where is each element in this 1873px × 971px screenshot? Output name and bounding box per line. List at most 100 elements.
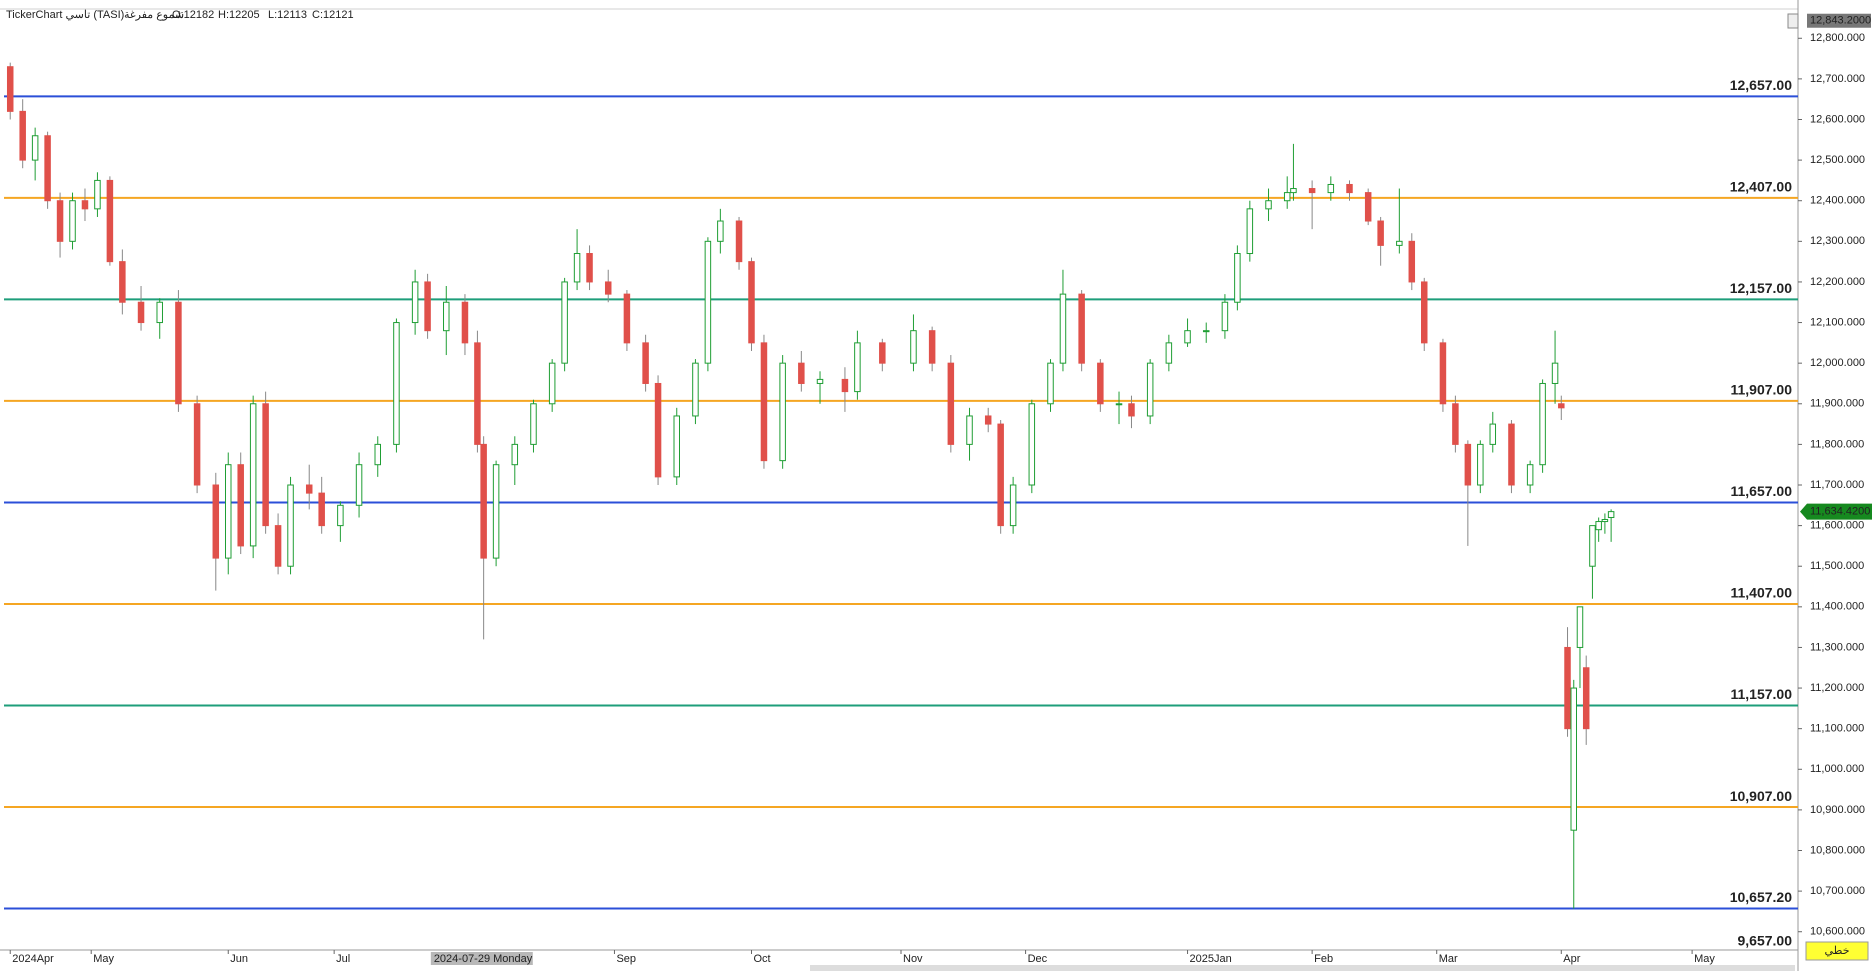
x-tick-label: Oct <box>754 953 771 965</box>
y-tick-label: 10,700.000 <box>1810 885 1865 897</box>
candle-body <box>1184 330 1191 344</box>
candle-body <box>249 403 257 547</box>
candle-body <box>355 464 363 506</box>
candle-body <box>654 382 662 478</box>
y-tick-label: 12,200.000 <box>1810 276 1865 288</box>
candle-body <box>1308 188 1316 194</box>
level-label: 12,157.00 <box>1730 280 1792 296</box>
candle-body <box>984 415 992 425</box>
candle-body <box>1028 403 1036 486</box>
candle-body <box>1165 342 1173 364</box>
candle-body <box>1464 443 1472 486</box>
candle-body <box>1290 188 1297 194</box>
y-tick-label: 12,300.000 <box>1810 235 1865 247</box>
y-tick-label: 11,700.000 <box>1810 479 1864 491</box>
candle-body <box>274 525 282 567</box>
candle-body <box>6 66 14 112</box>
candle-body <box>1146 362 1154 417</box>
style-button[interactable]: خطي <box>1825 945 1850 957</box>
y-tick-label: 11,400.000 <box>1810 601 1864 613</box>
candle-body <box>1582 667 1590 730</box>
y-tick-label: 10,800.000 <box>1810 844 1865 856</box>
candle-body <box>760 342 768 462</box>
x-tick-label: Jun <box>230 953 248 965</box>
style-button-box <box>1805 941 1869 961</box>
candle-body <box>1265 200 1272 210</box>
candle-body <box>1570 687 1577 831</box>
candle-body <box>1421 281 1428 344</box>
candle-body <box>106 179 114 263</box>
candle-body <box>443 301 450 332</box>
candle-body <box>1364 192 1372 222</box>
candle-body <box>193 403 201 486</box>
candle-body <box>56 200 64 242</box>
y-tick-label: 12,400.000 <box>1810 195 1865 207</box>
y-tick-label: 12,000.000 <box>1810 357 1865 369</box>
candle-body <box>779 362 786 462</box>
y-tick-label: 11,300.000 <box>1810 641 1864 653</box>
candle-body <box>910 330 917 364</box>
axis-toggle[interactable] <box>1787 13 1799 29</box>
candle-body <box>586 253 593 283</box>
low-value: L:12113 <box>268 9 307 21</box>
candle-body <box>1128 403 1135 417</box>
y-tick-label: 11,800.000 <box>1810 438 1864 450</box>
candle-body <box>854 342 861 393</box>
y-tick-label: 12,500.000 <box>1810 154 1865 166</box>
candle-body <box>511 443 519 466</box>
candle-body <box>480 443 487 559</box>
candle-body <box>1408 240 1416 283</box>
candle-body <box>673 415 680 478</box>
candle-body <box>156 301 163 324</box>
x-tick-label: 2024Apr <box>12 953 54 965</box>
x-tick-label: May <box>1694 953 1715 965</box>
candle-body <box>1246 208 1254 255</box>
candle-body <box>604 281 612 295</box>
candle-body <box>1508 423 1515 486</box>
x-tick-label: Nov <box>903 953 923 965</box>
candle-body <box>1595 521 1602 531</box>
symbol: TickerChart تاسي (TASI) <box>6 9 124 21</box>
scrollbar[interactable] <box>810 965 1795 971</box>
candle-body <box>1564 646 1571 730</box>
candle-body <box>548 362 556 405</box>
candle-body <box>717 220 724 242</box>
candle-body <box>305 484 313 494</box>
candle-body <box>1059 293 1067 364</box>
candle-body <box>461 301 469 344</box>
candle-body <box>1396 240 1403 246</box>
y-tick-label: 11,600.000 <box>1810 520 1864 532</box>
chart-style: شموع مفرغة <box>124 9 184 21</box>
candle-body <box>1009 484 1017 527</box>
candle-body <box>318 492 325 527</box>
candle-body <box>212 484 220 559</box>
candle-body <box>1551 362 1559 384</box>
high-value: H:12205 <box>218 9 260 21</box>
candle-body <box>704 240 712 364</box>
candle-body <box>692 362 699 417</box>
candle-body <box>798 362 805 384</box>
x-tick-label: Mar <box>1439 953 1458 965</box>
last-price: 11,634.4200 <box>1810 506 1870 518</box>
top-price: 12,843.2000 <box>1810 15 1871 27</box>
candle-body <box>19 110 26 161</box>
candle-body <box>1346 183 1353 194</box>
level-label: 12,407.00 <box>1730 179 1792 195</box>
candle-body <box>262 403 269 527</box>
candle-body <box>748 261 755 344</box>
candle-body <box>1576 606 1584 648</box>
level-label: 10,657.20 <box>1730 889 1792 905</box>
candle-body <box>561 281 568 364</box>
y-tick-label: 12,800.000 <box>1810 32 1865 44</box>
top-price-box <box>1807 13 1871 28</box>
candle-body <box>1221 301 1229 332</box>
x-tick-label: Dec <box>1028 953 1048 965</box>
level-label: 12,657.00 <box>1730 77 1792 93</box>
x-tick-label: Jul <box>336 953 350 965</box>
candle-body <box>1589 525 1596 567</box>
y-tick-label: 10,900.000 <box>1810 804 1865 816</box>
candle-body <box>393 322 400 445</box>
candle-body <box>237 464 244 547</box>
